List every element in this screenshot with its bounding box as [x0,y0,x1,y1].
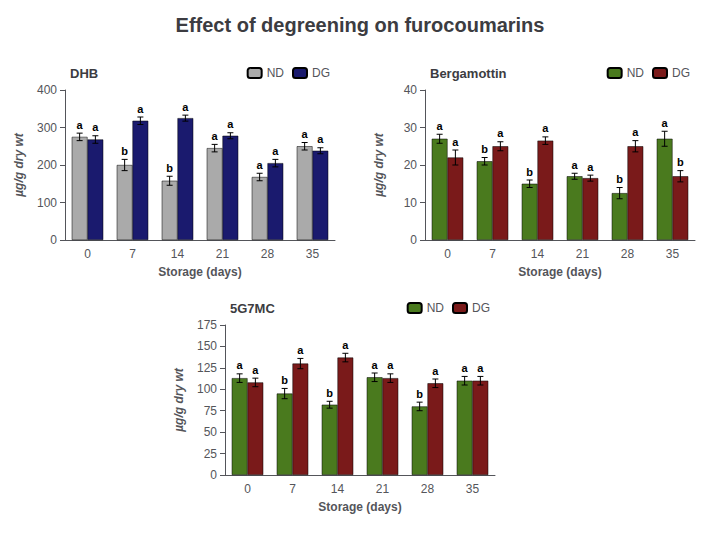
svg-text:a: a [92,121,99,133]
svg-text:50: 50 [204,425,218,439]
svg-text:14: 14 [531,247,545,261]
svg-text:b: b [166,162,173,174]
svg-text:5G7MC: 5G7MC [230,301,275,316]
svg-text:a: a [272,145,279,157]
svg-text:Effect of degreening on furoco: Effect of degreening on furocoumarins [176,14,545,36]
svg-text:a: a [432,365,439,377]
svg-text:20: 20 [404,158,418,172]
svg-text:7: 7 [129,247,136,261]
svg-text:200: 200 [37,158,57,172]
svg-text:µg/g dry wt: µg/g dry wt [372,132,386,198]
svg-text:Storage (days): Storage (days) [318,500,401,514]
svg-text:a: a [137,103,144,115]
svg-text:ND: ND [267,66,285,80]
svg-text:b: b [616,173,623,185]
svg-text:Bergamottin: Bergamottin [430,66,507,81]
svg-text:a: a [662,117,669,129]
svg-text:a: a [212,130,219,142]
svg-text:21: 21 [576,247,590,261]
svg-text:0: 0 [410,233,417,247]
svg-text:a: a [452,136,459,148]
svg-text:150: 150 [197,339,217,353]
svg-text:a: a [587,161,594,173]
svg-text:a: a [227,118,234,130]
svg-text:21: 21 [376,482,390,496]
svg-text:40: 40 [404,83,418,97]
svg-text:b: b [416,388,423,400]
svg-text:DG: DG [672,66,690,80]
svg-text:28: 28 [261,247,275,261]
svg-text:30: 30 [404,121,418,135]
svg-text:a: a [297,344,304,356]
svg-text:25: 25 [204,447,218,461]
svg-text:a: a [387,359,394,371]
svg-text:ND: ND [627,66,645,80]
svg-text:a: a [572,159,579,171]
svg-text:0: 0 [210,468,217,482]
svg-text:b: b [677,156,684,168]
svg-text:0: 0 [84,247,91,261]
svg-text:175: 175 [197,318,217,332]
svg-text:7: 7 [489,247,496,261]
svg-text:a: a [497,127,504,139]
svg-text:µg/g dry wt: µg/g dry wt [12,132,26,198]
svg-text:Storage (days): Storage (days) [518,265,601,279]
svg-text:a: a [257,159,264,171]
svg-text:35: 35 [306,247,320,261]
svg-text:a: a [372,359,379,371]
svg-text:100: 100 [37,196,57,210]
svg-text:DG: DG [472,301,490,315]
svg-text:b: b [481,143,488,155]
svg-text:21: 21 [216,247,230,261]
svg-text:ND: ND [427,301,445,315]
svg-text:0: 0 [244,482,251,496]
svg-text:28: 28 [421,482,435,496]
svg-text:10: 10 [404,196,418,210]
svg-text:35: 35 [466,482,480,496]
svg-text:0: 0 [444,247,451,261]
svg-text:100: 100 [197,382,217,396]
svg-text:a: a [437,120,444,132]
svg-text:µg/g dry wt: µg/g dry wt [172,367,186,433]
svg-text:b: b [326,387,333,399]
svg-text:a: a [182,101,189,113]
svg-text:a: a [252,364,259,376]
svg-text:a: a [342,339,349,351]
svg-text:a: a [302,128,309,140]
svg-text:Storage (days): Storage (days) [158,265,241,279]
svg-text:14: 14 [331,482,345,496]
svg-text:a: a [317,133,324,145]
svg-text:7: 7 [289,482,296,496]
svg-text:75: 75 [204,404,218,418]
svg-text:b: b [281,374,288,386]
svg-text:a: a [542,122,549,134]
svg-text:DG: DG [312,66,330,80]
svg-text:b: b [121,145,128,157]
svg-text:0: 0 [50,233,57,247]
svg-text:400: 400 [37,83,57,97]
svg-text:a: a [462,362,469,374]
svg-text:b: b [526,166,533,178]
svg-text:14: 14 [171,247,185,261]
svg-text:125: 125 [197,361,217,375]
svg-text:28: 28 [621,247,635,261]
svg-text:a: a [237,359,244,371]
svg-text:35: 35 [666,247,680,261]
svg-text:a: a [477,362,484,374]
svg-text:a: a [632,126,639,138]
svg-text:a: a [77,119,84,131]
svg-text:300: 300 [37,121,57,135]
svg-text:DHB: DHB [70,66,98,81]
